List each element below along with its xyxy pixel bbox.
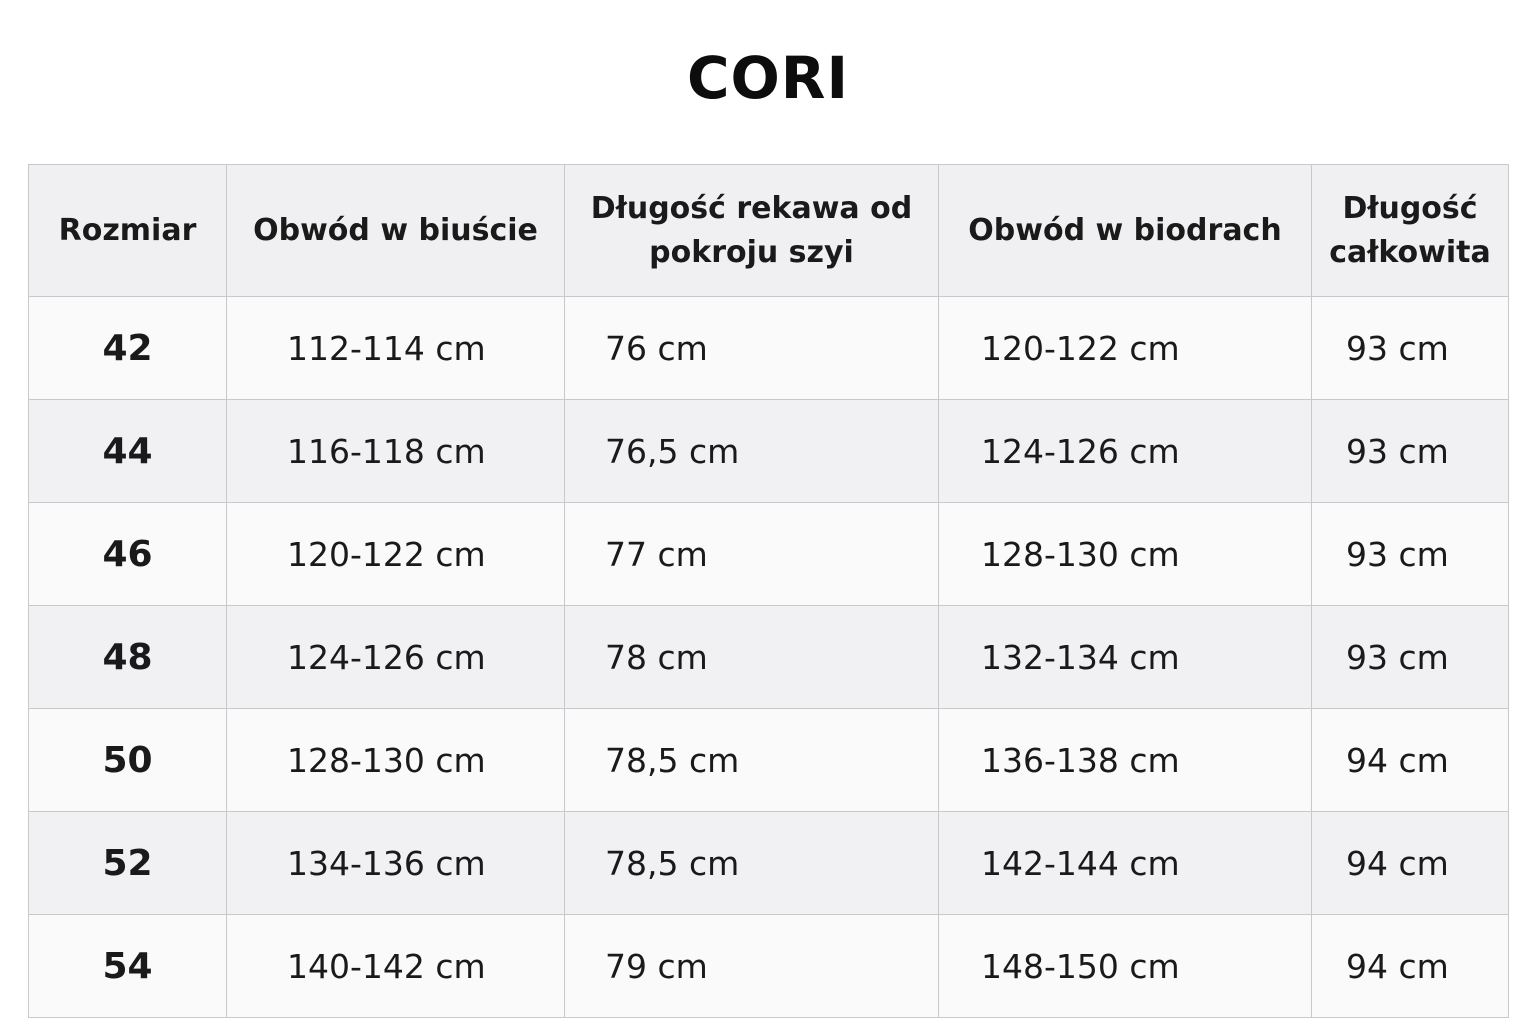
- header-sleeve-length: Długość rekawa od pokroju szyi: [564, 164, 939, 297]
- cell-sleeve-length: 76 cm: [564, 296, 939, 400]
- cell-size: 50: [28, 708, 227, 812]
- header-size: Rozmiar: [28, 164, 227, 297]
- cell-bust: 116-118 cm: [226, 399, 565, 503]
- cell-sleeve-length: 79 cm: [564, 914, 939, 1018]
- cell-bust: 120-122 cm: [226, 502, 565, 606]
- cell-size: 46: [28, 502, 227, 606]
- cell-bust: 134-136 cm: [226, 811, 565, 915]
- header-bust: Obwód w biuście: [226, 164, 565, 297]
- cell-sleeve-length: 78,5 cm: [564, 811, 939, 915]
- cell-sleeve-length: 78,5 cm: [564, 708, 939, 812]
- cell-hips: 128-130 cm: [938, 502, 1312, 606]
- cell-size: 48: [28, 605, 227, 709]
- cell-sleeve-length: 78 cm: [564, 605, 939, 709]
- cell-total-length: 93 cm: [1311, 296, 1509, 400]
- size-chart-table: Rozmiar Obwód w biuście Długość rekawa o…: [28, 164, 1509, 1018]
- cell-hips: 148-150 cm: [938, 914, 1312, 1018]
- cell-hips: 124-126 cm: [938, 399, 1312, 503]
- cell-size: 54: [28, 914, 227, 1018]
- cell-hips: 136-138 cm: [938, 708, 1312, 812]
- table-row: 42 112-114 cm 76 cm 120-122 cm 93 cm: [28, 296, 1509, 400]
- page-title: CORI: [686, 44, 850, 112]
- table-header-row: Rozmiar Obwód w biuście Długość rekawa o…: [28, 164, 1509, 297]
- cell-total-length: 93 cm: [1311, 502, 1509, 606]
- cell-hips: 142-144 cm: [938, 811, 1312, 915]
- table-row: 48 124-126 cm 78 cm 132-134 cm 93 cm: [28, 605, 1509, 709]
- table-row: 54 140-142 cm 79 cm 148-150 cm 94 cm: [28, 914, 1509, 1018]
- cell-sleeve-length: 76,5 cm: [564, 399, 939, 503]
- table-row: 52 134-136 cm 78,5 cm 142-144 cm 94 cm: [28, 811, 1509, 915]
- header-hips: Obwód w biodrach: [938, 164, 1312, 297]
- cell-total-length: 94 cm: [1311, 914, 1509, 1018]
- cell-size: 44: [28, 399, 227, 503]
- cell-sleeve-length: 77 cm: [564, 502, 939, 606]
- table-row: 50 128-130 cm 78,5 cm 136-138 cm 94 cm: [28, 708, 1509, 812]
- cell-bust: 112-114 cm: [226, 296, 565, 400]
- header-total-length: Długość całkowita: [1311, 164, 1509, 297]
- cell-bust: 128-130 cm: [226, 708, 565, 812]
- cell-total-length: 93 cm: [1311, 399, 1509, 503]
- cell-bust: 124-126 cm: [226, 605, 565, 709]
- cell-bust: 140-142 cm: [226, 914, 565, 1018]
- cell-hips: 132-134 cm: [938, 605, 1312, 709]
- cell-size: 52: [28, 811, 227, 915]
- table-row: 46 120-122 cm 77 cm 128-130 cm 93 cm: [28, 502, 1509, 606]
- cell-size: 42: [28, 296, 227, 400]
- cell-total-length: 93 cm: [1311, 605, 1509, 709]
- table-row: 44 116-118 cm 76,5 cm 124-126 cm 93 cm: [28, 399, 1509, 503]
- cell-total-length: 94 cm: [1311, 811, 1509, 915]
- cell-hips: 120-122 cm: [938, 296, 1312, 400]
- cell-total-length: 94 cm: [1311, 708, 1509, 812]
